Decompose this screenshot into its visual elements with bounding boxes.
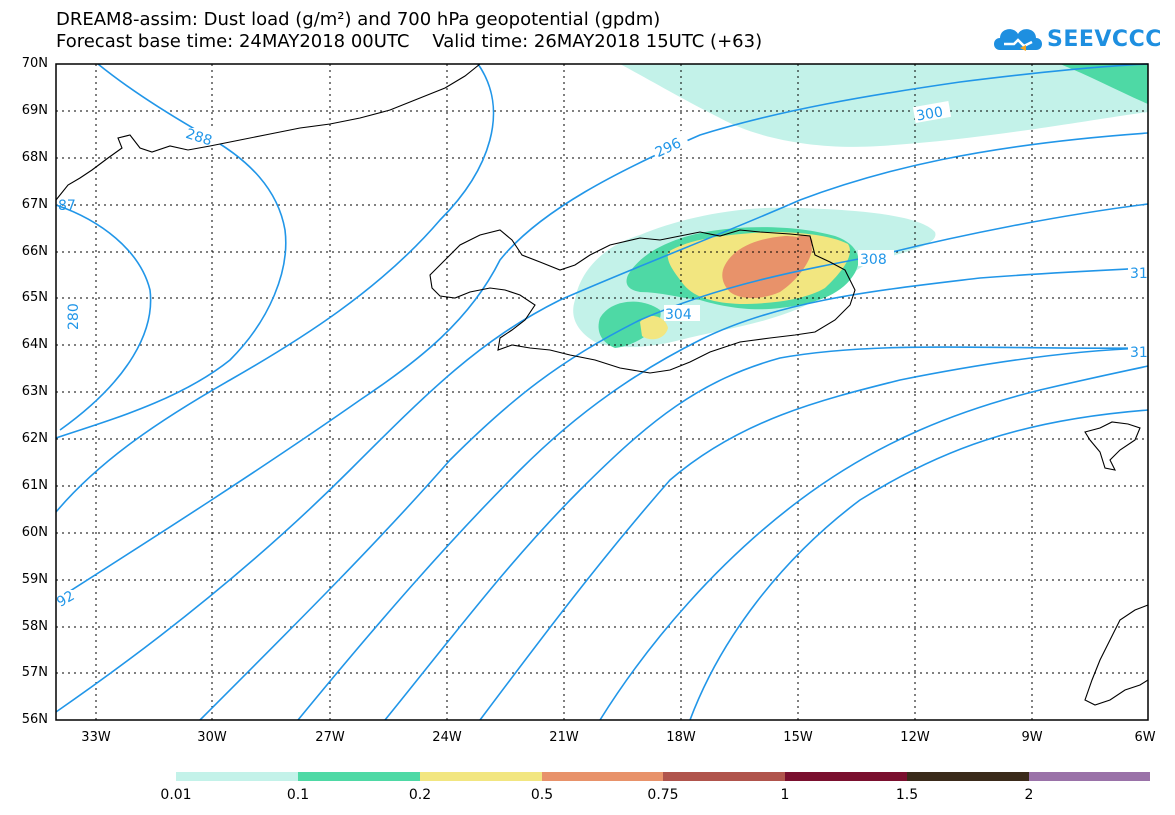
colorbar-box-4 xyxy=(663,772,785,781)
colorbar-label: 2 xyxy=(1024,787,1034,803)
colorbar-box-7 xyxy=(1029,772,1150,781)
colorbar-box-5 xyxy=(785,772,907,781)
lat-label: 67N xyxy=(21,197,48,212)
contour-label-31-lower: 31 xyxy=(1130,345,1148,361)
map-title-line2: Forecast base time: 24MAY2018 00UTC Vali… xyxy=(56,31,763,52)
colorbar-label: 1.5 xyxy=(895,787,919,803)
graticule xyxy=(56,64,1148,720)
lat-label: 69N xyxy=(21,103,48,118)
lat-label: 59N xyxy=(21,572,48,587)
lon-label: 21W xyxy=(549,730,579,745)
colorbar-box-3 xyxy=(542,772,663,781)
geopotential-contours xyxy=(55,63,1149,721)
colorbar-label: 1 xyxy=(780,787,790,803)
colorbar xyxy=(176,772,1150,781)
contour-label-31-upper: 31 xyxy=(1130,266,1148,282)
lon-label: 12W xyxy=(900,730,930,745)
contour-west-292 xyxy=(55,204,152,431)
lon-label: 33W xyxy=(81,730,111,745)
colorbar-label: 0.1 xyxy=(286,787,310,803)
seevccc-logo: SEEVCCC xyxy=(990,18,1170,60)
colorbar-box-0 xyxy=(176,772,298,781)
logo-text: SEEVCCC xyxy=(1047,27,1162,52)
contour-288 xyxy=(55,63,287,439)
lon-label: 6W xyxy=(1134,730,1156,745)
lat-label: 62N xyxy=(21,431,48,446)
colorbar-box-6 xyxy=(907,772,1029,781)
coastlines xyxy=(55,63,1149,706)
lon-label: 9W xyxy=(1021,730,1043,745)
lat-label: 65N xyxy=(21,290,48,305)
lat-label: 57N xyxy=(21,665,48,680)
contour-label-300: 300 xyxy=(915,104,944,124)
lat-label: 68N xyxy=(21,150,48,165)
lon-label: 27W xyxy=(315,730,345,745)
colorbar-label: 0.01 xyxy=(160,787,192,803)
cloud-logo-icon xyxy=(994,29,1042,51)
contour-label-87: 87 xyxy=(58,198,76,214)
dust-field-north xyxy=(620,64,1148,147)
lat-label: 63N xyxy=(21,384,48,399)
lat-label: 61N xyxy=(21,478,48,493)
contour-label-280: 280 xyxy=(66,303,82,330)
lat-label: 70N xyxy=(21,56,48,71)
lat-label: 56N xyxy=(21,712,48,727)
contour-label-292: 92 xyxy=(54,588,77,611)
colorbar-label: 0.75 xyxy=(647,787,679,803)
contour-label-group: 288 296 300 304 308 31 31 92 280 87 xyxy=(54,100,1148,611)
lon-label: 30W xyxy=(197,730,227,745)
colorbar-label: 0.2 xyxy=(408,787,432,803)
colorbar-label: 0.5 xyxy=(530,787,554,803)
contour-arc-left xyxy=(55,63,495,513)
lat-label: 66N xyxy=(21,244,48,259)
scotland-coast xyxy=(1084,604,1149,706)
contour-label-308: 308 xyxy=(860,252,887,268)
map-title-line1: DREAM8-assim: Dust load (g/m²) and 700 h… xyxy=(56,9,661,30)
colorbar-box-2 xyxy=(420,772,542,781)
contour-label-304: 304 xyxy=(665,307,692,323)
iceland-coast xyxy=(429,229,856,374)
lat-label: 60N xyxy=(21,525,48,540)
greenland-coast xyxy=(55,63,481,201)
faroe-coast xyxy=(1084,421,1141,471)
lon-label: 24W xyxy=(432,730,462,745)
contour-label-288: 288 xyxy=(184,126,214,149)
colorbar-box-1 xyxy=(298,772,420,781)
map-frame xyxy=(55,63,1149,721)
lon-label: 18W xyxy=(666,730,696,745)
lat-label: 64N xyxy=(21,337,48,352)
lat-label: 58N xyxy=(21,619,48,634)
lon-label: 15W xyxy=(783,730,813,745)
